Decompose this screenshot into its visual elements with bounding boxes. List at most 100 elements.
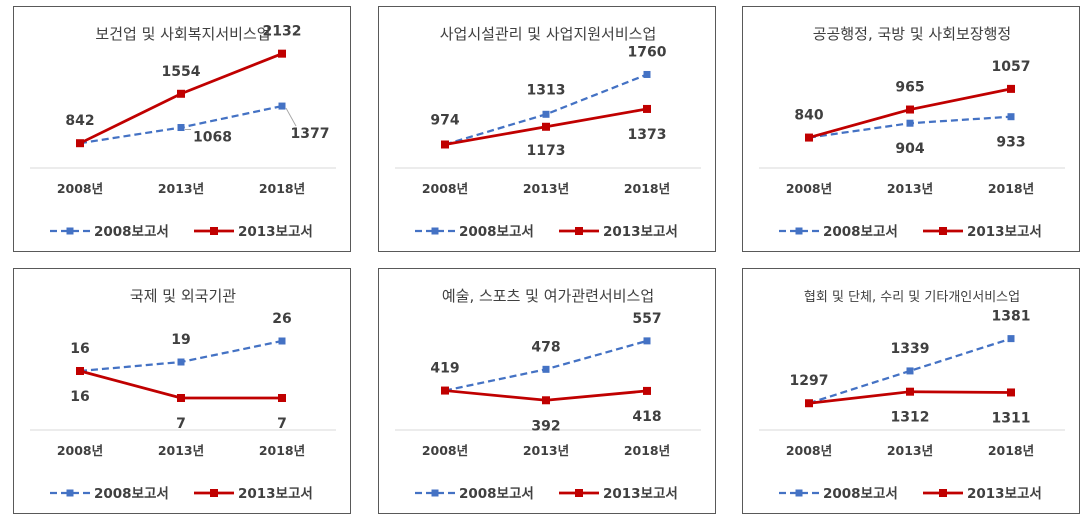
data-label: 1297 xyxy=(790,373,829,389)
data-label: 1554 xyxy=(162,64,201,80)
legend-label: 2008보고서 xyxy=(94,224,169,240)
chart-title: 공공행정, 국방 및 사회보장행정 xyxy=(813,25,1011,43)
chart-panel-6: 협회 및 단체, 수리 및 기타개인서비스업 2008년 2013년 2018년 129… xyxy=(742,268,1080,514)
data-point-marker xyxy=(906,119,914,127)
data-point-marker xyxy=(278,102,286,110)
data-label: 418 xyxy=(632,409,661,425)
legend-label: 2008보고서 xyxy=(94,486,169,502)
x-tick-label: 2008년 xyxy=(57,181,103,196)
x-tick-label: 2018년 xyxy=(624,181,670,196)
data-point-marker xyxy=(177,124,185,132)
data-point-marker xyxy=(278,394,286,402)
data-label: 19 xyxy=(171,332,190,348)
data-point-marker xyxy=(906,387,914,396)
chart-title: 보건업 및 사회복지서비스업 xyxy=(95,25,270,43)
legend-label: 2013보고서 xyxy=(238,224,313,240)
chart-6: 협회 및 단체, 수리 및 기타개인서비스업 2008년 2013년 2018년 129… xyxy=(759,290,1065,502)
x-tick-label: 2018년 xyxy=(259,181,305,196)
data-label: 1373 xyxy=(628,127,667,143)
data-label: 904 xyxy=(895,141,924,157)
x-tick-label: 2013년 xyxy=(523,443,569,458)
data-point-marker xyxy=(76,139,84,148)
data-point-marker xyxy=(1007,113,1015,121)
data-label: 842 xyxy=(65,113,94,129)
data-label: 419 xyxy=(430,361,459,377)
x-tick-label: 2013년 xyxy=(523,181,569,196)
legend-marker xyxy=(66,489,74,497)
data-label: 16 xyxy=(70,341,89,357)
legend-label: 2013보고서 xyxy=(603,486,678,502)
data-label: 840 xyxy=(794,108,823,124)
data-label: 1312 xyxy=(891,410,930,426)
data-point-marker xyxy=(542,365,550,373)
legend-marker xyxy=(795,227,803,235)
label-leader-line xyxy=(285,107,297,127)
x-tick-label: 2008년 xyxy=(422,443,468,458)
x-tick-label: 2008년 xyxy=(422,181,468,196)
legend-marker xyxy=(939,489,947,497)
legend-label: 2008보고서 xyxy=(459,486,534,502)
chart-panel-2: 사업시설관리 및 사업지원서비스업 2008년 2013년 2018년 974 1313 1… xyxy=(378,6,716,252)
chart-panel-4: 국제 및 외국기관 2008년 2013년 2018년 16 19 26 16 7 7 2008보고… xyxy=(13,268,351,514)
data-point-marker xyxy=(177,89,185,98)
data-label: 1311 xyxy=(992,410,1031,426)
legend-label: 2013보고서 xyxy=(603,224,678,240)
chart-title: 국제 및 외국기관 xyxy=(130,287,236,305)
x-tick-label: 2018년 xyxy=(988,181,1034,196)
legend-label: 2013보고서 xyxy=(238,486,313,502)
data-label: 1381 xyxy=(992,309,1031,325)
legend-label: 2008보고서 xyxy=(823,224,898,240)
data-point-marker xyxy=(177,358,185,366)
chart-title: 협회 및 단체, 수리 및 기타개인서비스업 xyxy=(804,290,1020,305)
data-label: 1068 xyxy=(193,130,232,146)
data-point-marker xyxy=(441,140,449,149)
data-label: 2132 xyxy=(263,24,302,40)
data-label: 26 xyxy=(272,311,291,327)
data-label: 7 xyxy=(277,416,287,432)
data-point-marker xyxy=(441,386,449,395)
series-line-2013 xyxy=(79,369,282,400)
data-label: 1313 xyxy=(527,82,566,98)
chart-5: 예술, 스포츠 및 여가관련서비스업 2008년 2013년 2018년 419 478 5… xyxy=(395,287,701,502)
data-label: 1377 xyxy=(291,126,330,142)
data-label: 557 xyxy=(632,311,661,327)
legend-marker xyxy=(575,489,583,497)
x-tick-label: 2013년 xyxy=(158,181,204,196)
data-label: 16 xyxy=(70,389,89,405)
legend-marker xyxy=(66,227,74,235)
x-tick-label: 2018년 xyxy=(988,443,1034,458)
chart-title: 사업시설관리 및 사업지원서비스업 xyxy=(440,25,657,43)
data-point-marker xyxy=(805,133,813,142)
data-label: 933 xyxy=(996,135,1025,151)
data-point-marker xyxy=(76,367,84,375)
legend-label: 2013보고서 xyxy=(967,224,1042,240)
legend-label: 2008보고서 xyxy=(459,224,534,240)
chart-2: 사업시설관리 및 사업지원서비스업 2008년 2013년 2018년 974 1313 1… xyxy=(395,25,701,240)
data-point-marker xyxy=(177,394,185,402)
legend-marker xyxy=(575,227,583,235)
chart-panel-3: 공공행정, 국방 및 사회보장행정 2008년 2013년 2018년 840 965 10… xyxy=(742,6,1080,252)
data-point-marker xyxy=(805,399,813,408)
data-label: 1339 xyxy=(891,341,930,357)
data-label: 478 xyxy=(531,339,560,355)
data-point-marker xyxy=(643,386,651,395)
data-point-marker xyxy=(643,104,651,113)
x-tick-label: 2018년 xyxy=(259,443,305,458)
x-tick-label: 2013년 xyxy=(887,181,933,196)
legend-marker xyxy=(210,489,218,497)
data-label: 974 xyxy=(430,112,459,128)
data-point-marker xyxy=(542,110,550,118)
x-tick-label: 2008년 xyxy=(57,443,103,458)
x-tick-label: 2018년 xyxy=(624,443,670,458)
legend-marker xyxy=(939,227,947,235)
data-point-marker xyxy=(542,122,550,131)
chart-panel-5: 예술, 스포츠 및 여가관련서비스업 2008년 2013년 2018년 419 478 5… xyxy=(378,268,716,514)
series-line-2008 xyxy=(808,337,1012,405)
data-point-marker xyxy=(1007,84,1015,93)
chart-4: 국제 및 외국기관 2008년 2013년 2018년 16 19 26 16 7 7 2008보고… xyxy=(30,287,336,502)
x-tick-label: 2008년 xyxy=(786,443,832,458)
data-label: 7 xyxy=(176,416,186,432)
legend-marker xyxy=(210,227,218,235)
data-point-marker xyxy=(906,367,914,375)
data-point-marker xyxy=(1007,388,1015,397)
